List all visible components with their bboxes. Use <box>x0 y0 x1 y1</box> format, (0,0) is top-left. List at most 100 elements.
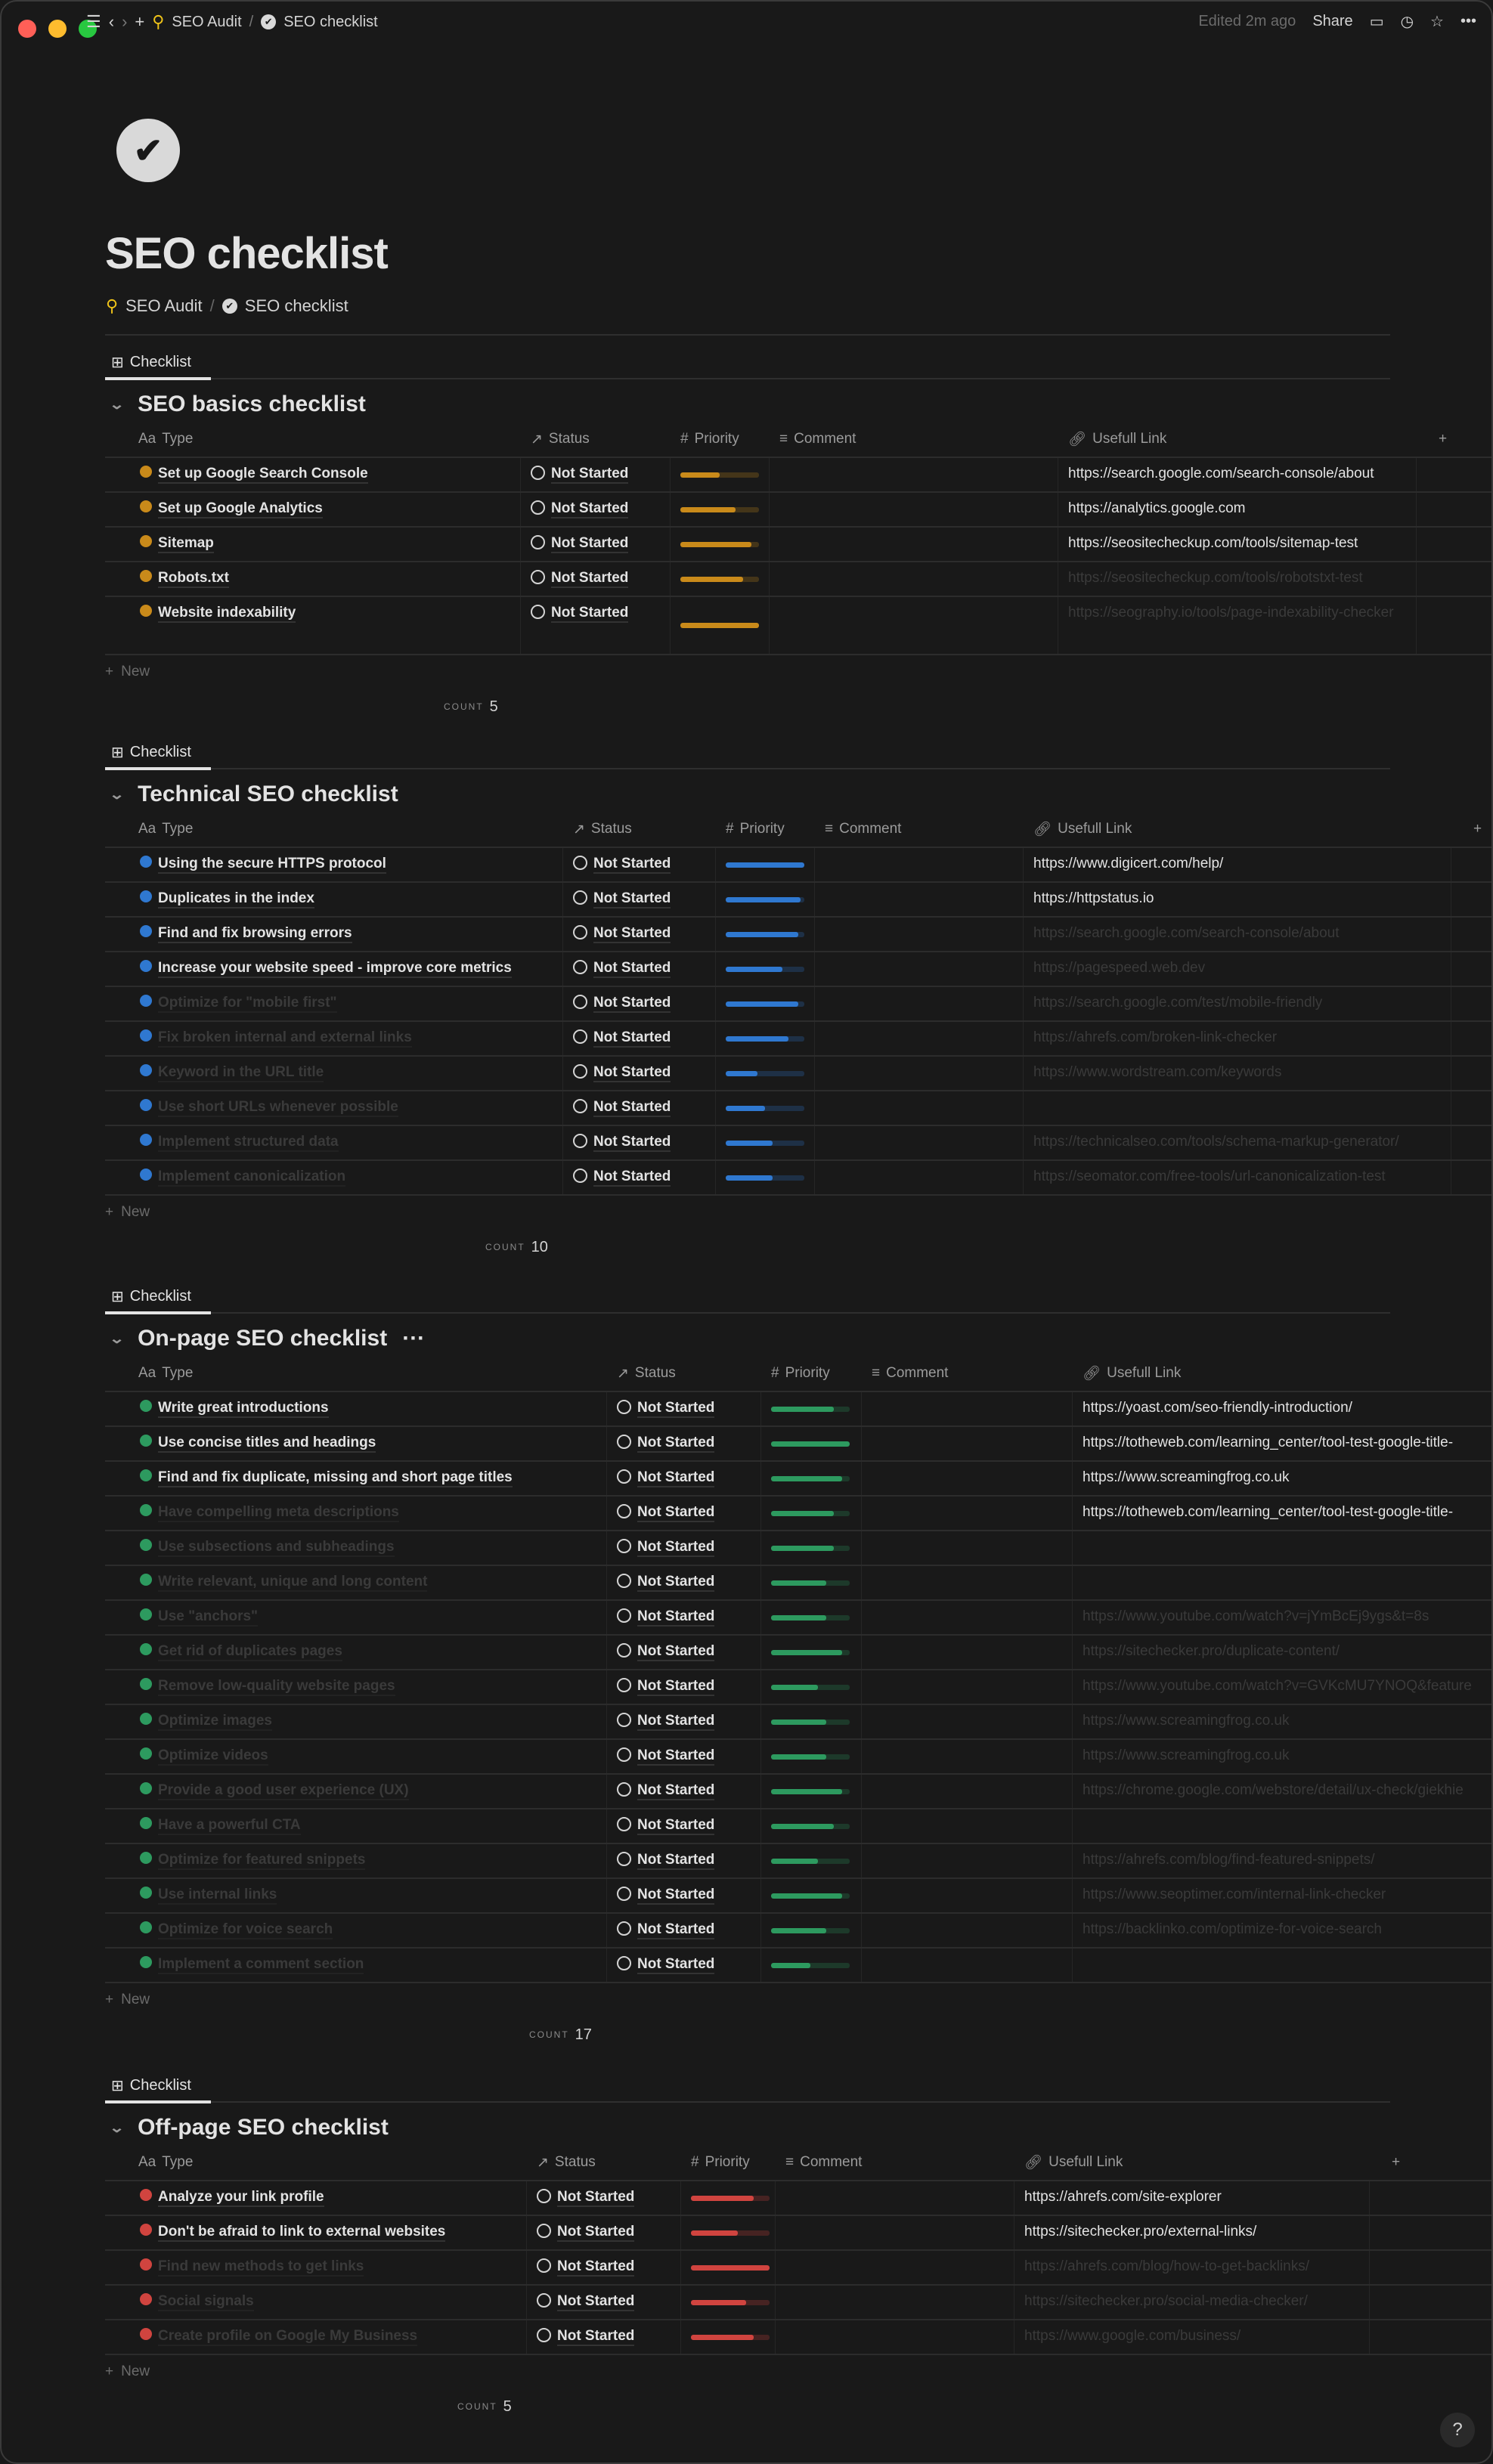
column-comment[interactable]: ≡ Comment <box>785 2145 862 2180</box>
close-window-button[interactable] <box>18 20 36 38</box>
table-row[interactable]: Duplicates in the index Not Started https:… <box>105 881 1491 916</box>
type-cell[interactable]: Keyword in the URL title <box>140 1057 324 1090</box>
type-cell[interactable]: Find new methods to get links <box>140 2251 364 2284</box>
topbar-crumb-seo-checklist[interactable]: SEO checklist <box>283 13 378 30</box>
type-cell[interactable]: Don't be afraid to link to external webs… <box>140 2216 446 2249</box>
priority-cell[interactable] <box>726 848 804 881</box>
priority-cell[interactable] <box>726 918 804 951</box>
collapse-chevron-icon[interactable]: ⌄ <box>108 786 125 802</box>
priority-cell[interactable] <box>691 2286 770 2319</box>
status-cell[interactable]: Not Started <box>537 2286 635 2319</box>
status-cell[interactable]: Not Started <box>617 1427 715 1460</box>
link-cell[interactable]: https://search.google.com/search-console… <box>1033 925 1340 941</box>
type-cell[interactable]: Write relevant, unique and long content <box>140 1566 428 1599</box>
type-cell[interactable]: Implement a comment section <box>140 1949 364 1982</box>
table-row[interactable]: Increase your website speed - improve co… <box>105 951 1491 986</box>
status-value[interactable]: Not Started <box>557 2328 635 2346</box>
status-value[interactable]: Not Started <box>637 1747 715 1766</box>
column-priority[interactable]: # Priority <box>691 2145 750 2180</box>
item-name[interactable]: Find and fix duplicate, missing and shor… <box>158 1469 513 1487</box>
item-name[interactable]: Create profile on Google My Business <box>158 2328 418 2346</box>
table-row[interactable]: Write great introductions Not Started http… <box>105 1391 1491 1425</box>
status-cell[interactable]: Not Started <box>617 1809 715 1843</box>
status-value[interactable]: Not Started <box>593 856 671 874</box>
status-value[interactable]: Not Started <box>637 1504 715 1522</box>
column-status[interactable]: ↗ Status <box>573 812 632 847</box>
priority-cell[interactable] <box>691 2181 770 2215</box>
item-name[interactable]: Robots.txt <box>158 570 229 588</box>
table-row[interactable]: Use subsections and subheadings Not Start… <box>105 1530 1491 1565</box>
add-new-row-button[interactable]: + New <box>105 654 1491 689</box>
more-options-icon[interactable]: ··· <box>402 1326 426 1351</box>
type-cell[interactable]: Find and fix duplicate, missing and shor… <box>140 1462 513 1495</box>
type-cell[interactable]: Use subsections and subheadings <box>140 1531 395 1565</box>
type-cell[interactable]: Optimize for voice search <box>140 1914 333 1947</box>
column-type[interactable]: Aa Type <box>138 422 193 457</box>
table-row[interactable]: Social signals Not Started https://siteche… <box>105 2284 1491 2319</box>
type-cell[interactable]: Robots.txt <box>140 562 229 596</box>
minimize-window-button[interactable] <box>48 20 67 38</box>
link-cell[interactable]: https://chrome.google.com/webstore/detai… <box>1083 1782 1464 1798</box>
priority-cell[interactable] <box>771 1705 850 1738</box>
status-cell[interactable]: Not Started <box>573 1161 671 1194</box>
item-name[interactable]: Duplicates in the index <box>158 890 314 909</box>
page-check-icon[interactable]: ✔ <box>116 119 180 182</box>
tab-checklist-view[interactable]: ⊞ Checklist <box>111 346 191 378</box>
link-cell[interactable]: https://ahrefs.com/blog/how-to-get-backl… <box>1024 2258 1310 2274</box>
type-cell[interactable]: Create profile on Google My Business <box>140 2320 418 2354</box>
item-name[interactable]: Using the secure HTTPS protocol <box>158 856 386 874</box>
link-cell[interactable]: https://yoast.com/seo-friendly-introduct… <box>1083 1400 1352 1416</box>
column-priority[interactable]: # Priority <box>726 812 785 847</box>
item-name[interactable]: Get rid of duplicates pages <box>158 1643 342 1661</box>
collapse-chevron-icon[interactable]: ⌄ <box>108 1330 125 1346</box>
item-name[interactable]: Write great introductions <box>158 1400 329 1418</box>
topbar-crumb-seo-audit[interactable]: SEO Audit <box>172 13 242 30</box>
item-name[interactable]: Sitemap <box>158 535 214 553</box>
status-cell[interactable]: Not Started <box>617 1705 715 1738</box>
priority-cell[interactable] <box>771 1497 850 1530</box>
table-row[interactable]: Use internal links Not Started https://www… <box>105 1877 1491 1912</box>
add-new-row-button[interactable]: + New <box>105 2354 1491 2388</box>
status-cell[interactable]: Not Started <box>617 1879 715 1912</box>
status-value[interactable]: Not Started <box>557 2258 635 2277</box>
column-type[interactable]: Aa Type <box>138 812 193 847</box>
status-cell[interactable]: Not Started <box>617 1531 715 1565</box>
link-cell[interactable]: https://seositecheckup.com/tools/robotst… <box>1068 570 1363 586</box>
status-cell[interactable]: Not Started <box>531 528 629 561</box>
collapse-chevron-icon[interactable]: ⌄ <box>108 396 125 412</box>
item-name[interactable]: Optimize for voice search <box>158 1921 333 1939</box>
item-name[interactable]: Implement a comment section <box>158 1956 364 1974</box>
share-button[interactable]: Share <box>1312 13 1353 29</box>
status-cell[interactable]: Not Started <box>573 1091 671 1125</box>
status-value[interactable]: Not Started <box>551 570 629 588</box>
sidebar-menu-icon[interactable]: ☰ <box>86 12 101 31</box>
status-value[interactable]: Not Started <box>637 1435 715 1453</box>
status-value[interactable]: Not Started <box>637 1678 715 1696</box>
link-cell[interactable] <box>1083 1566 1491 1599</box>
link-cell[interactable]: https://www.digicert.com/help/ <box>1033 856 1224 871</box>
priority-cell[interactable] <box>726 1091 804 1125</box>
column-type[interactable]: Aa Type <box>138 2145 193 2180</box>
status-value[interactable]: Not Started <box>593 925 671 943</box>
add-property-button[interactable]: + <box>1392 2154 1401 2170</box>
status-value[interactable]: Not Started <box>593 1064 671 1082</box>
table-row[interactable]: Set up Google Search Console Not Started h… <box>105 457 1491 491</box>
status-value[interactable]: Not Started <box>593 1099 671 1117</box>
item-name[interactable]: Increase your website speed - improve co… <box>158 960 512 978</box>
table-row[interactable]: Optimize for "mobile first" Not Started ht… <box>105 986 1491 1020</box>
link-cell[interactable]: https://seomator.com/free-tools/url-cano… <box>1033 1169 1386 1184</box>
item-name[interactable]: Implement canonicalization <box>158 1169 346 1187</box>
link-cell[interactable]: https://totheweb.com/learning_center/too… <box>1083 1435 1454 1450</box>
item-name[interactable]: Implement structured data <box>158 1134 339 1152</box>
link-cell[interactable]: https://seositecheckup.com/tools/sitemap… <box>1068 535 1358 551</box>
help-button[interactable]: ? <box>1440 2413 1475 2447</box>
column-comment[interactable]: ≡ Comment <box>779 422 856 457</box>
priority-cell[interactable] <box>680 562 759 596</box>
priority-cell[interactable] <box>771 1914 850 1947</box>
type-cell[interactable]: Sitemap <box>140 528 214 561</box>
column-status[interactable]: ↗ Status <box>617 1356 676 1391</box>
link-cell[interactable]: https://httpstatus.io <box>1033 890 1154 906</box>
link-cell[interactable]: https://totheweb.com/learning_center/too… <box>1083 1504 1454 1520</box>
priority-cell[interactable] <box>680 528 759 561</box>
link-cell[interactable]: https://www.screamingfrog.co.uk <box>1083 1469 1290 1485</box>
